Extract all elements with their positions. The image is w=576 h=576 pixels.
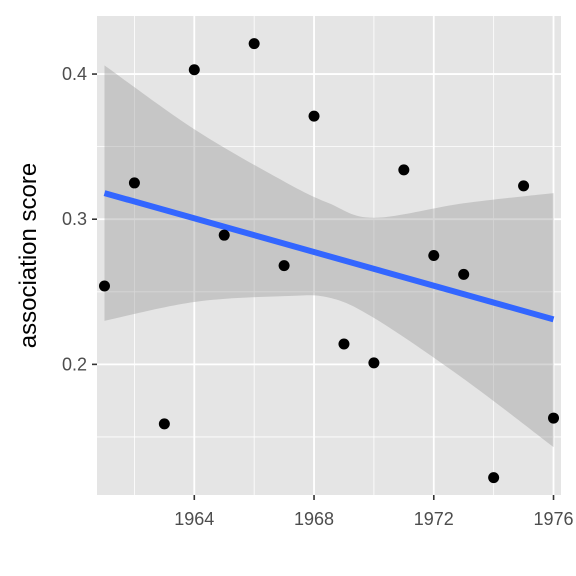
data-point (488, 472, 500, 484)
data-point (188, 64, 200, 76)
grid-minor (97, 16, 561, 495)
data-point (218, 229, 230, 241)
data-point (308, 110, 320, 122)
data-point (338, 338, 350, 350)
x-tick-label: 1972 (414, 509, 454, 529)
data-point (158, 418, 170, 430)
data-point (398, 164, 410, 176)
y-axis-title: association score (15, 163, 42, 348)
data-point (518, 180, 530, 192)
trend-line (103, 190, 555, 323)
y-tick-label: 0.2 (62, 354, 87, 374)
data-point (278, 260, 290, 272)
data-point (98, 280, 110, 292)
data-point (428, 250, 440, 261)
x-tick-label: 1976 (533, 509, 573, 529)
y-tick-label: 0.4 (62, 64, 87, 84)
y-axis: 0.2 0.3 0.4 (62, 64, 97, 374)
y-tick-label: 0.3 (62, 209, 87, 229)
x-tick-label: 1964 (174, 509, 214, 529)
data-points (98, 38, 560, 484)
data-point (368, 357, 380, 369)
data-point (548, 412, 560, 424)
x-tick-label: 1968 (294, 509, 334, 529)
x-axis: 1964 1968 1972 1976 (174, 495, 574, 529)
data-point (128, 177, 140, 189)
data-point (248, 38, 260, 50)
data-point (458, 268, 470, 280)
